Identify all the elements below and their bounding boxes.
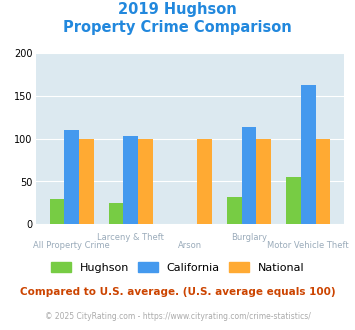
- Text: 2019 Hughson: 2019 Hughson: [118, 2, 237, 16]
- Text: All Property Crime: All Property Crime: [33, 241, 110, 250]
- Text: Property Crime Comparison: Property Crime Comparison: [63, 20, 292, 35]
- Text: Compared to U.S. average. (U.S. average equals 100): Compared to U.S. average. (U.S. average …: [20, 287, 335, 297]
- Bar: [256, 139, 271, 224]
- Bar: [50, 199, 64, 224]
- Bar: [316, 139, 330, 224]
- Text: Motor Vehicle Theft: Motor Vehicle Theft: [267, 241, 349, 250]
- Bar: [64, 130, 79, 224]
- Text: © 2025 CityRating.com - https://www.cityrating.com/crime-statistics/: © 2025 CityRating.com - https://www.city…: [45, 312, 310, 321]
- Text: Burglary: Burglary: [231, 233, 267, 242]
- Bar: [286, 177, 301, 224]
- Legend: Hughson, California, National: Hughson, California, National: [46, 258, 309, 278]
- Bar: [197, 139, 212, 224]
- Bar: [109, 203, 124, 224]
- Bar: [79, 139, 94, 224]
- Bar: [301, 84, 316, 224]
- Text: Larceny & Theft: Larceny & Theft: [97, 233, 164, 242]
- Bar: [138, 139, 153, 224]
- Bar: [227, 197, 242, 224]
- Bar: [124, 136, 138, 224]
- Text: Arson: Arson: [178, 241, 202, 250]
- Bar: [242, 127, 256, 224]
